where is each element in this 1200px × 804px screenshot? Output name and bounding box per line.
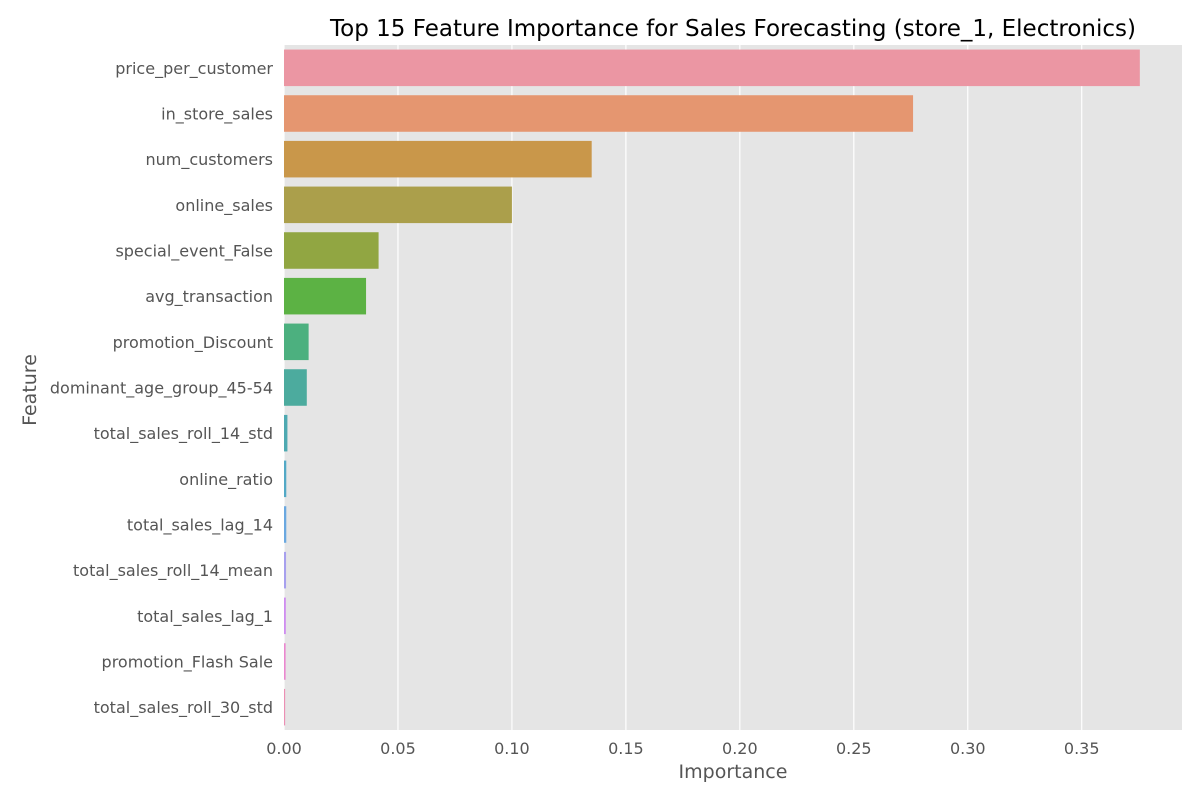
bar-total-sales-roll-14-std [284,414,288,452]
x-tick-label: 0.15 [608,739,644,758]
x-tick-label: 0.05 [380,739,416,758]
bar-online-sales [284,186,512,224]
x-tick-labels: 0.00 0.05 0.10 0.15 0.20 0.25 0.30 0.35 [266,739,1099,758]
y-tick-label: price_per_customer [115,59,273,79]
y-tick-label: promotion_Flash Sale [102,653,273,673]
y-tick-label: in_store_sales [161,105,273,125]
x-tick-label: 0.00 [266,739,302,758]
bar-num-customers [284,140,592,178]
bar-online-ratio [284,460,287,498]
y-tick-label: dominant_age_group_45-54 [50,379,273,399]
bar-dominant-age-group-45-54 [284,369,307,406]
bar-layer [284,49,1140,726]
y-tick-labels: price_per_customer in_store_sales num_cust… [50,59,274,718]
y-tick-label: special_event_False [115,242,273,262]
bar-in-store-sales [284,95,914,132]
y-tick-label: num_customers [145,150,273,170]
x-tick-label: 0.35 [1064,739,1100,758]
y-tick-label: total_sales_roll_30_std [94,698,273,718]
bar-total-sales-roll-14-mean [284,551,287,589]
x-tick-label: 0.20 [722,739,758,758]
bar-promotion-flash-sale [284,643,286,680]
bar-total-sales-lag-14 [284,506,287,543]
bar-price-per-customer [284,49,1140,87]
bar-promotion-discount [284,323,309,361]
y-tick-label: total_sales_lag_1 [137,607,273,627]
x-tick-label: 0.30 [950,739,986,758]
y-tick-label: total_sales_lag_14 [127,516,273,536]
bar-special-event-false [284,232,379,269]
y-tick-label: promotion_Discount [113,333,273,353]
x-axis-label: Importance [679,761,788,783]
bar-avg-transaction [284,277,367,315]
bar-total-sales-roll-30-std [284,688,286,726]
y-tick-label: total_sales_roll_14_std [94,424,273,444]
y-axis-label: Feature [19,354,41,426]
y-tick-label: avg_transaction [145,287,273,307]
chart-title: Top 15 Feature Importance for Sales Fore… [329,16,1136,42]
x-tick-label: 0.25 [836,739,872,758]
y-tick-label: online_ratio [179,470,273,490]
y-tick-label: online_sales [175,196,273,216]
x-tick-label: 0.10 [494,739,530,758]
bar-total-sales-lag-1 [284,597,286,635]
y-tick-label: total_sales_roll_14_mean [73,561,273,581]
